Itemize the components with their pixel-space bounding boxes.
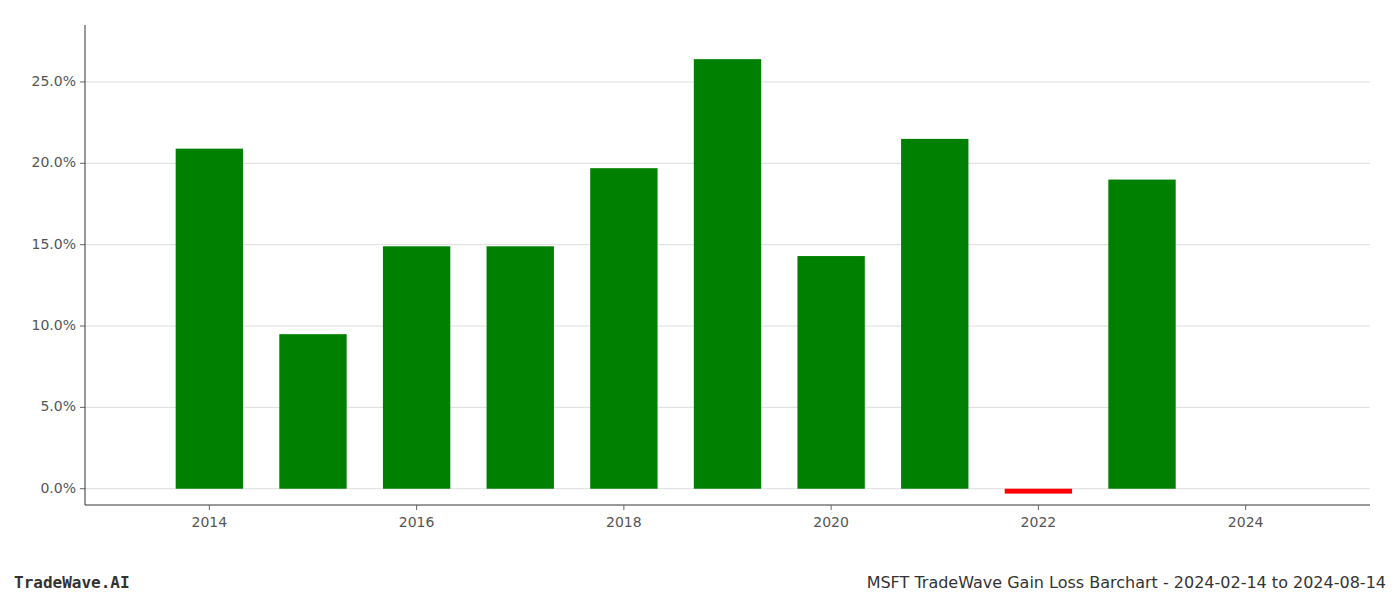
y-tick-label: 0.0% — [40, 480, 76, 496]
x-tick-label: 2020 — [813, 514, 849, 530]
y-tick-label: 5.0% — [40, 398, 76, 414]
x-tick — [831, 505, 832, 510]
footer-right: MSFT TradeWave Gain Loss Barchart - 2024… — [867, 573, 1386, 592]
y-axis-line — [85, 25, 86, 505]
x-axis-line — [85, 505, 1370, 506]
footer: TradeWave.AI MSFT TradeWave Gain Loss Bar… — [14, 573, 1386, 592]
x-tick — [623, 505, 624, 510]
y-tick — [80, 407, 85, 408]
bar — [590, 168, 657, 489]
y-tick-label: 10.0% — [32, 317, 76, 333]
y-tick — [80, 163, 85, 164]
x-tick — [1038, 505, 1039, 510]
bar — [797, 256, 864, 489]
bar — [901, 139, 968, 489]
footer-left: TradeWave.AI — [14, 573, 130, 592]
y-tick-label: 25.0% — [32, 73, 76, 89]
bar — [176, 149, 243, 489]
x-tick-label: 2018 — [606, 514, 642, 530]
bars — [176, 59, 1176, 493]
bar — [279, 334, 346, 489]
chart: 0.0% 5.0% 10.0% 15.0% 20.0% 25.0% 2014 2016 2018… — [0, 0, 1400, 600]
x-tick-label: 2014 — [192, 514, 228, 530]
y-tick — [80, 81, 85, 82]
bar — [383, 246, 450, 488]
y-tick — [80, 488, 85, 489]
x-tick — [209, 505, 210, 510]
bar — [694, 59, 761, 489]
y-tick — [80, 326, 85, 327]
axes: 0.0% 5.0% 10.0% 15.0% 20.0% 25.0% 2014 2016 2018… — [32, 25, 1370, 530]
y-tick-label: 20.0% — [32, 154, 76, 170]
y-tick-label: 15.0% — [32, 236, 76, 252]
x-tick-label: 2022 — [1021, 514, 1057, 530]
x-tick — [1245, 505, 1246, 510]
x-tick-label: 2024 — [1228, 514, 1264, 530]
bar — [1108, 180, 1175, 489]
x-tick — [416, 505, 417, 510]
bar — [487, 246, 554, 488]
bar — [1005, 489, 1072, 494]
x-tick-label: 2016 — [399, 514, 435, 530]
y-tick — [80, 244, 85, 245]
background — [0, 0, 1400, 600]
